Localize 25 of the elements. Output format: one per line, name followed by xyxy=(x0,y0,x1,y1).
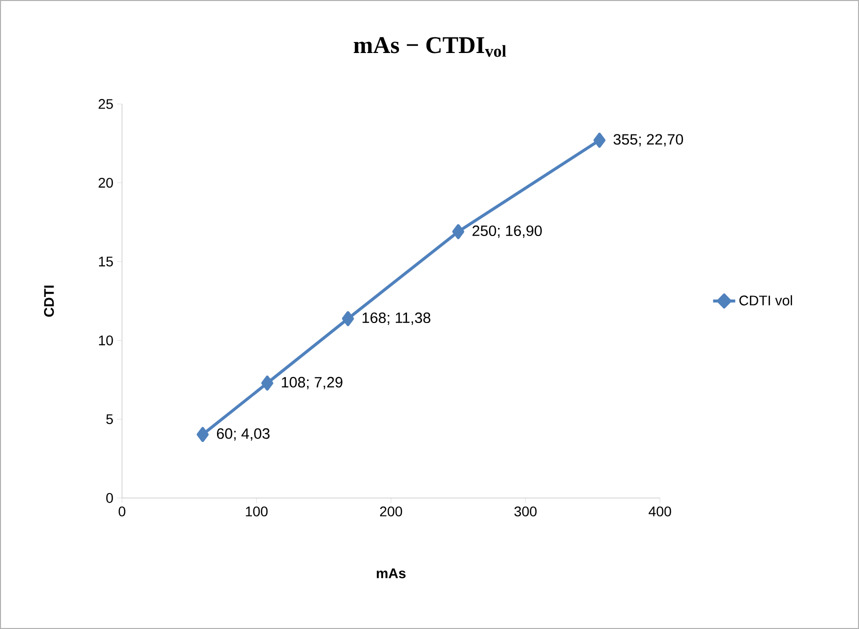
data-label: 355; 22,70 xyxy=(614,134,684,146)
y-tick-label: 0 xyxy=(106,493,113,503)
point xyxy=(196,426,209,442)
point xyxy=(452,224,464,240)
data-label: 250; 16,90 xyxy=(472,225,542,238)
x-tick-label: 0 xyxy=(118,506,126,516)
data-label: 60; 4,03 xyxy=(216,428,270,441)
x-tick-label: 200 xyxy=(380,506,402,516)
x-tick-label: 300 xyxy=(514,506,537,516)
y-tick-label: 10 xyxy=(99,335,113,346)
x-tick-label: 400 xyxy=(648,506,672,516)
y-tick-label: 25 xyxy=(98,99,113,109)
data-label: 108; 7,29 xyxy=(282,376,342,390)
y-tick-label: 15 xyxy=(99,256,113,266)
legend-label: CDTI vol xyxy=(739,295,792,306)
data-label: 168; 11,38 xyxy=(362,312,430,325)
x-axis-title: mAs xyxy=(376,568,406,578)
y-axis-title: CDTI xyxy=(44,286,54,317)
x-tick-label: 100 xyxy=(246,506,268,516)
chart-title: mAs − CTDI$_{vol}$ xyxy=(354,37,506,57)
point xyxy=(261,376,274,391)
point xyxy=(593,132,606,148)
point xyxy=(342,311,354,326)
y-tick-label: 20 xyxy=(98,178,113,188)
y-tick-label: 5 xyxy=(106,414,113,424)
